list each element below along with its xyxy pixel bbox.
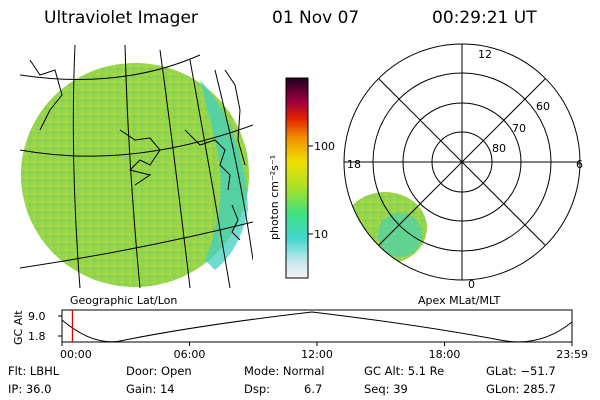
colorbar-tick-label-10: 10	[314, 228, 328, 241]
glon-info: GLon: 285.7	[486, 382, 556, 396]
lat-label-80: 80	[492, 142, 506, 155]
lat-label-70: 70	[512, 122, 526, 135]
geo-panel-label: Geographic Lat/Lon	[70, 294, 177, 307]
polar-axis-diagonal	[378, 78, 546, 246]
geographic-image	[20, 44, 253, 288]
timeline-xtick-label: 23:59	[556, 348, 588, 361]
app-title: Ultraviolet Imager	[44, 8, 198, 28]
meridian-line	[159, 49, 191, 288]
uv-edge-region	[200, 80, 248, 270]
filter-info: Flt: LBHL	[8, 364, 60, 378]
timeline-xtick-label: 12:00	[301, 348, 333, 361]
coastline	[224, 69, 246, 166]
altitude-timeline: 9.0 1.8 GC Alt 00:00 06:00 12:00 18:00 23:59	[12, 309, 588, 361]
dsp-value: 6.7	[304, 382, 323, 396]
date-label: 01 Nov 07	[272, 8, 360, 28]
colorbar-unit-label: photon cm⁻²s⁻¹	[268, 155, 281, 240]
polar-panel-label: Apex MLat/MLT	[418, 294, 501, 307]
polar-plot: 12 18 6 0 60 70 80	[343, 43, 583, 291]
timeline-ylabel: GC Alt	[12, 310, 25, 345]
seq-info: Seq: 39	[364, 382, 408, 396]
timeline-xtick-label: 18:00	[429, 348, 461, 361]
meridian-line	[72, 44, 81, 288]
timeline-ytick-1-8: 1.8	[28, 330, 46, 343]
meridian-line	[189, 59, 231, 288]
meridian-line	[124, 44, 141, 288]
meridian-line	[214, 69, 253, 261]
timeline-ytick-9: 9.0	[28, 310, 46, 323]
mlt-label-6: 6	[576, 158, 583, 171]
gain-info: Gain: 14	[126, 382, 175, 396]
timeline-xtick-label: 00:00	[60, 348, 92, 361]
parallel-line	[20, 54, 201, 80]
mlt-label-12: 12	[478, 48, 492, 61]
dsp-label: Dsp:	[244, 382, 271, 396]
lat-label-60: 60	[536, 100, 550, 113]
altitude-curve	[61, 311, 573, 343]
gc-alt-info: GC Alt: 5.1 Re	[364, 364, 445, 378]
parallel-line	[20, 221, 253, 269]
mode-info: Mode: Normal	[244, 364, 325, 378]
timeline-xtick-label: 06:00	[174, 348, 206, 361]
door-info: Door: Open	[126, 364, 192, 378]
uv-emission-disk	[21, 63, 249, 287]
mlt-label-0: 0	[468, 278, 475, 291]
mlt-label-18: 18	[347, 158, 361, 171]
coastline	[184, 129, 231, 191]
parallel-line	[20, 124, 253, 157]
colorbar	[285, 77, 309, 279]
colorbar-tick-label-100: 100	[314, 140, 335, 153]
glat-info: GLat: −51.7	[486, 364, 556, 378]
coastline	[29, 59, 63, 131]
coastline	[119, 129, 161, 186]
time-label: 00:29:21 UT	[432, 8, 537, 28]
ip-info: IP: 36.0	[8, 382, 52, 396]
